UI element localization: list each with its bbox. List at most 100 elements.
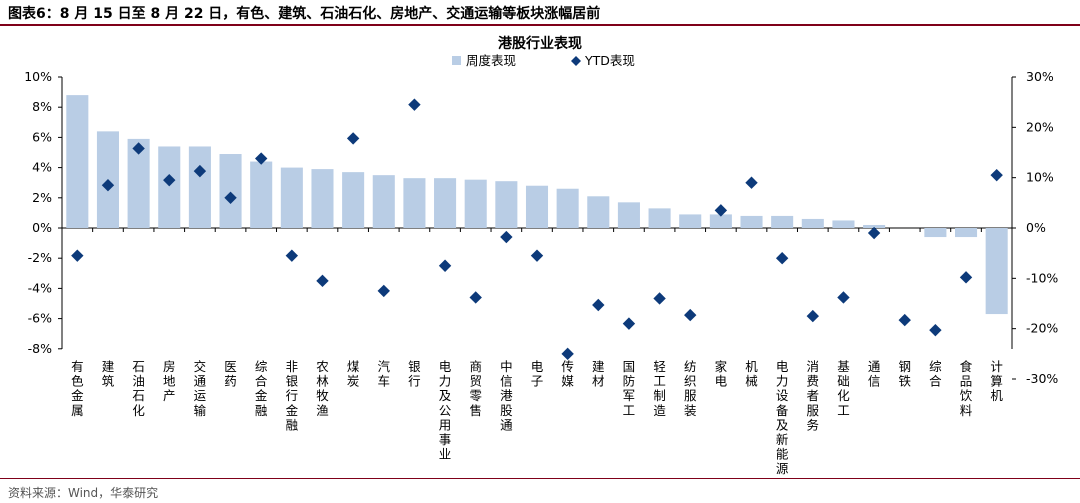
weekly-bar <box>434 178 456 228</box>
ytd-marker <box>531 249 543 261</box>
left-tick-label: 2% <box>32 190 52 205</box>
left-tick-label: -8% <box>28 341 52 356</box>
category-label: 通信 <box>868 359 881 389</box>
category-label: 有色金属 <box>71 359 84 418</box>
weekly-bar <box>373 175 395 228</box>
ytd-marker <box>868 227 880 239</box>
weekly-bar <box>587 196 609 228</box>
ytd-marker <box>378 285 390 297</box>
category-label: 交通运输 <box>194 359 207 418</box>
left-tick-label: -6% <box>28 311 52 326</box>
category-label: 非银行金融 <box>286 359 299 432</box>
category-label: 农林牧渔 <box>316 359 329 418</box>
left-tick-label: 10% <box>24 69 52 84</box>
weekly-bar <box>618 202 640 228</box>
category-label: 房地产 <box>163 359 176 403</box>
ytd-marker <box>807 310 819 322</box>
legend-weekly-swatch <box>452 56 461 65</box>
category-label: 综合 <box>929 359 942 389</box>
weekly-bar <box>649 208 671 228</box>
ytd-marker <box>929 324 941 336</box>
weekly-bar <box>311 169 333 228</box>
ytd-marker <box>684 309 696 321</box>
left-tick-label: 6% <box>32 129 52 144</box>
weekly-bar <box>771 216 793 228</box>
weekly-bar <box>189 146 211 228</box>
ytd-marker <box>286 249 298 261</box>
ytd-marker <box>71 249 83 261</box>
left-tick-label: -2% <box>28 250 52 265</box>
right-tick-label: -10% <box>1026 270 1058 285</box>
weekly-bar <box>403 178 425 228</box>
ytd-marker <box>316 275 328 287</box>
category-label: 纺织服装 <box>684 359 697 418</box>
category-label: 综合金融 <box>255 359 268 418</box>
weekly-bar <box>802 219 824 228</box>
weekly-bar <box>220 154 242 228</box>
left-tick-label: -4% <box>28 280 52 295</box>
figure-footer: 资料来源：Wind，华泰研究 <box>0 478 1080 503</box>
category-label: 煤炭 <box>347 359 360 389</box>
category-label: 电子 <box>531 359 544 389</box>
chart-title: 港股行业表现 <box>498 35 582 52</box>
category-label: 电力及公用事业 <box>439 359 452 462</box>
weekly-bar <box>281 168 303 228</box>
weekly-bar <box>955 228 977 237</box>
weekly-bar <box>832 220 854 228</box>
ytd-marker <box>592 299 604 311</box>
weekly-bar <box>250 162 272 228</box>
weekly-bar <box>526 186 548 228</box>
ytd-marker <box>776 252 788 264</box>
weekly-bar <box>66 95 88 228</box>
weekly-bar <box>679 214 701 228</box>
category-label: 银行 <box>408 359 421 389</box>
legend-weekly-label: 周度表现 <box>466 53 516 68</box>
ytd-marker <box>470 291 482 303</box>
category-label: 轻工制造 <box>653 359 666 418</box>
category-label: 国防军工 <box>623 359 636 418</box>
legend-ytd-swatch <box>571 56 581 66</box>
ytd-marker <box>653 292 665 304</box>
category-label: 商贸零售 <box>469 359 482 418</box>
weekly-bar <box>465 180 487 228</box>
category-label: 建筑 <box>102 359 115 389</box>
weekly-bar <box>495 181 517 228</box>
chart-legend: 周度表现 YTD表现 <box>452 53 635 68</box>
legend-ytd-label: YTD表现 <box>584 53 635 68</box>
category-label: 食品饮料 <box>960 359 973 418</box>
source-note: 资料来源：Wind，华泰研究 <box>8 484 158 501</box>
right-tick-label: 10% <box>1026 170 1054 185</box>
category-label: 建材 <box>592 359 605 389</box>
right-tick-label: 20% <box>1026 119 1054 134</box>
category-label: 消费者服务 <box>807 359 820 432</box>
chart-area: 港股行业表现 周度表现 YTD表现 -8% -6% -4% -2% 0% 2% 4% 6% 8% 1… <box>0 0 1080 478</box>
category-label: 医药 <box>224 359 237 389</box>
weekly-bar <box>740 216 762 228</box>
right-tick-label: 0% <box>1026 220 1046 235</box>
weekly-bar <box>557 189 579 228</box>
category-label: 机械 <box>745 359 758 389</box>
weekly-bar <box>986 228 1008 314</box>
category-label: 传媒 <box>561 359 574 389</box>
bar-series <box>66 95 1007 314</box>
category-label: 中信港股通 <box>500 359 513 432</box>
marker-series <box>71 98 1003 360</box>
right-tick-label: -30% <box>1026 371 1058 386</box>
right-tick-label: 30% <box>1026 69 1054 84</box>
left-tick-label: 4% <box>32 160 52 175</box>
category-labels: 有色金属建筑石油石化房地产交通运输医药综合金融非银行金融农林牧渔煤炭汽车银行电力… <box>71 359 1003 476</box>
ytd-marker <box>500 231 512 243</box>
category-label: 基础化工 <box>837 359 850 418</box>
category-label: 石油石化 <box>132 359 145 418</box>
ytd-marker <box>745 177 757 189</box>
ytd-marker <box>960 271 972 283</box>
left-tick-label: 8% <box>32 99 52 114</box>
category-label: 钢铁 <box>898 359 911 389</box>
weekly-bar <box>924 228 946 237</box>
ytd-marker <box>347 132 359 144</box>
right-tick-label: -20% <box>1026 321 1058 336</box>
ytd-marker <box>408 98 420 110</box>
ytd-marker <box>623 317 635 329</box>
left-tick-label: 0% <box>32 220 52 235</box>
ytd-marker <box>837 291 849 303</box>
